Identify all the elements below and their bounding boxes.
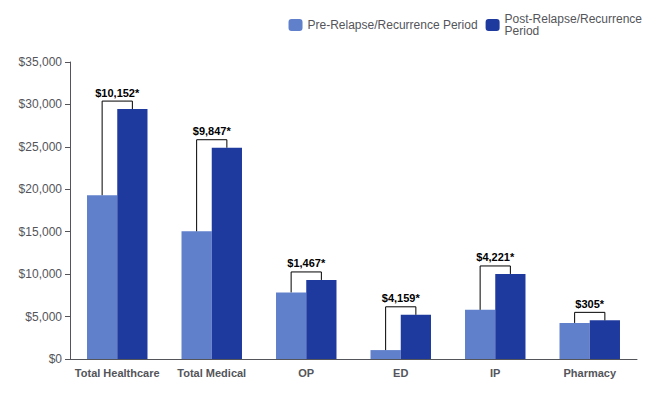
svg-text:$4,221*: $4,221* [476, 251, 515, 263]
svg-text:$25,000: $25,000 [19, 140, 63, 154]
svg-text:Total Healthcare: Total Healthcare [75, 367, 160, 379]
svg-text:IP: IP [490, 367, 500, 379]
svg-text:$30,000: $30,000 [19, 97, 63, 111]
svg-text:$20,000: $20,000 [19, 182, 63, 196]
svg-text:OP: OP [298, 367, 314, 379]
svg-text:ED: ED [393, 367, 408, 379]
svg-text:Pharmacy: Pharmacy [563, 367, 616, 379]
svg-text:$0: $0 [49, 352, 63, 366]
svg-text:$35,000: $35,000 [19, 55, 63, 69]
svg-text:Period: Period [505, 24, 540, 38]
svg-text:$10,000: $10,000 [19, 267, 63, 281]
svg-text:$9,847*: $9,847* [193, 125, 232, 137]
svg-text:Pre-Relapse/Recurrence Period: Pre-Relapse/Recurrence Period [308, 18, 478, 32]
svg-text:$305*: $305* [575, 298, 604, 310]
svg-text:$15,000: $15,000 [19, 225, 63, 239]
svg-text:$1,467*: $1,467* [287, 257, 326, 269]
svg-text:$10,152*: $10,152* [95, 87, 140, 99]
svg-text:$5,000: $5,000 [25, 310, 62, 324]
svg-text:Total Medical: Total Medical [177, 367, 246, 379]
svg-text:$4,159*: $4,159* [382, 292, 421, 304]
svg-text:Post-Relapse/Recurrence: Post-Relapse/Recurrence [504, 12, 642, 26]
